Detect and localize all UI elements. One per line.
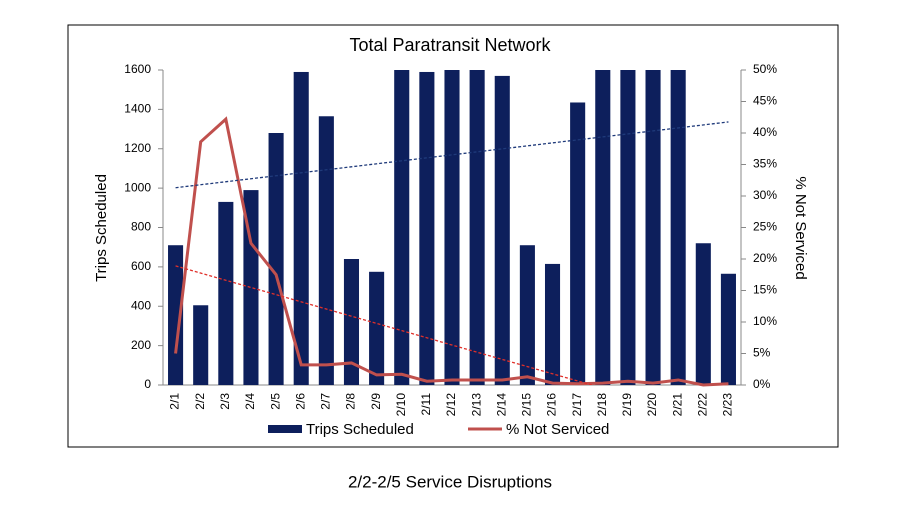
y2-tick-label: 20% [753,251,777,265]
bar [645,70,661,385]
y-tick-label: 800 [131,220,151,234]
line [174,116,729,387]
y2-tick-label: 50% [753,62,777,76]
bar [318,116,334,385]
y2-tick-label: 25% [753,220,777,234]
y2-tick-label: 45% [753,94,777,108]
y-tick-label: 600 [131,259,151,273]
bar [544,263,561,385]
legend-swatch [268,425,302,433]
y2-tick-label: 40% [753,125,777,139]
bar [720,273,736,385]
x-tick-label: 2/16 [545,393,559,417]
y2-tick-label: 10% [753,314,777,328]
x-tick-label: 2/9 [369,393,383,410]
x-tick-label: 2/22 [695,393,709,417]
legend-label: Trips Scheduled [306,421,414,438]
bar [243,190,259,385]
legend-label: % Not Serviced [506,421,609,438]
x-tick-label: 2/23 [721,393,735,417]
x-tick-label: 2/20 [645,393,659,417]
y-axis-title: Trips Scheduled [93,174,110,282]
y2-tick-label: 30% [753,188,777,202]
x-tick-label: 2/18 [595,393,609,417]
x-tick-label: 2/8 [344,393,358,410]
x-tick-label: 2/4 [243,393,257,410]
x-tick-label: 2/3 [218,393,232,410]
y-tick-label: 400 [131,298,151,312]
x-tick-label: 2/12 [444,393,458,417]
x-tick-label: 2/7 [319,393,333,410]
bar [469,70,485,385]
bar [695,243,711,385]
x-tick-label: 2/17 [570,393,584,417]
y-tick-label: 1600 [124,62,151,76]
bar [444,70,460,385]
x-tick-label: 2/1 [168,393,182,410]
bar [369,271,385,385]
chart-frame [67,24,839,448]
trendline [175,265,595,385]
bar [670,70,686,385]
y2-tick-label: 35% [753,157,777,171]
x-tick-label: 2/11 [419,393,433,416]
bar [168,245,184,385]
chart-title: Total Paratransit Network [349,35,551,55]
x-tick-label: 2/13 [469,393,483,417]
bar [620,70,636,385]
y-tick-label: 0 [144,377,151,391]
y2-tick-label: 5% [753,346,771,360]
x-tick-label: 2/6 [293,393,307,410]
x-tick-label: 2/21 [670,393,684,417]
bar [343,259,360,385]
x-tick-label: 2/19 [620,393,634,417]
x-tick-label: 2/14 [494,393,508,417]
y-tick-label: 1400 [124,102,151,116]
bar [595,70,611,385]
x-tick-label: 2/15 [520,393,534,417]
y-tick-label: 200 [131,338,151,352]
bar [394,70,410,385]
bar [293,71,309,385]
bar [193,305,209,385]
y2-axis-title: % Not Serviced [792,176,809,279]
y-tick-label: 1200 [124,141,151,155]
trendline [175,121,729,189]
bar [268,133,284,385]
bar [419,71,435,385]
y2-tick-label: 0% [753,377,771,391]
y2-tick-label: 15% [753,283,777,297]
bar [570,102,586,385]
x-tick-label: 2/2 [193,393,207,410]
caption: 2/2-2/5 Service Disruptions [348,472,552,491]
bar [494,75,510,385]
y-tick-label: 1000 [124,180,151,194]
bar [218,201,234,385]
bar [519,245,535,385]
x-tick-label: 2/10 [394,393,408,417]
x-tick-label: 2/5 [268,393,282,410]
